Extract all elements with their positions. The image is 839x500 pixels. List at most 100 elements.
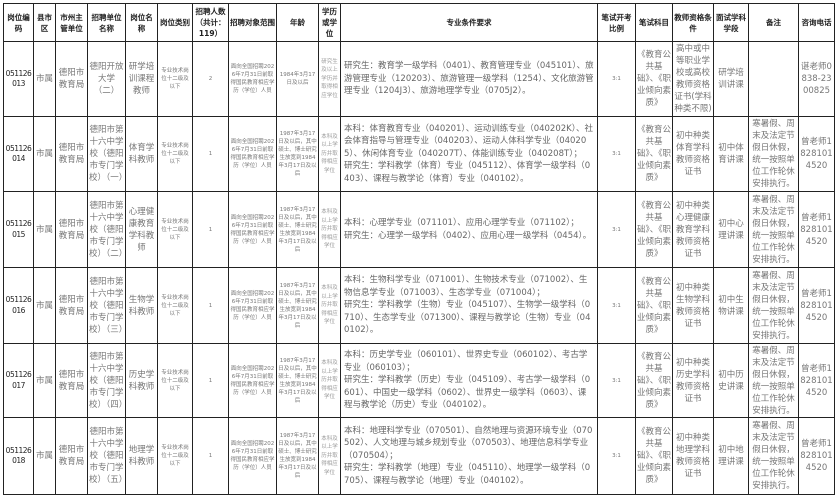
cell-post-code: 051126018 bbox=[3, 417, 34, 495]
cell-post-code: 051126017 bbox=[3, 343, 34, 418]
cell-age: 1984年3月17日及以后 bbox=[276, 41, 319, 117]
cell-post-code: 051126014 bbox=[3, 116, 34, 192]
cell-exam-subjects: 《教育公共基础》、《职业倾向素质》 bbox=[635, 191, 673, 268]
cell-major-requirements: 本科：体育教育专业（040201）、运动训练专业（040202K）、社会体育指导… bbox=[340, 116, 598, 192]
cell-post-name: 心理健康教育学科教师 bbox=[125, 191, 158, 268]
cell-major-requirements: 本科：生物科学专业（071001）、生物技术专业（071002）、生物信息学专业… bbox=[340, 267, 598, 344]
cell-county: 市属 bbox=[33, 343, 56, 418]
cell-notes: 寒暑假、周末及法定节假日休假，统一按照单位工作轮休安排执行。 bbox=[748, 191, 799, 268]
cell-unit-name: 德阳市第十六中学校（德阳市专门学校）（一） bbox=[87, 116, 126, 192]
cell-exam-subjects: 《教育公共基础》、《职业倾向素质》 bbox=[635, 417, 673, 495]
cell-post-name: 生物学科教师 bbox=[125, 267, 158, 344]
cell-exam-subjects: 《教育公共基础》、《职业倾向素质》 bbox=[635, 267, 673, 344]
cell-phone: 曾老师18281014520 bbox=[798, 191, 835, 268]
cell-notes: 寒暑假、周末及法定节假日休假，统一按照单位工作轮休安排执行。 bbox=[748, 417, 799, 495]
table-row: 051126015 市属 德阳市教育局 德阳市第十六中学校（德阳市专门学校）（二） 心理… bbox=[3, 191, 835, 268]
cell-phone: 谌老师0838-2300825 bbox=[798, 41, 835, 117]
cell-recruit-scope: 面向全国招聘2026年7月31日前取得国民教育相应学历（学位）人员 bbox=[228, 267, 277, 344]
header-recruit-scope: 招聘对象范围 bbox=[228, 3, 277, 42]
cell-recruit-scope: 面向全国招聘2026年7月31日前取得国民教育相应学历（学位）人员 bbox=[228, 191, 277, 268]
header-age: 年龄 bbox=[276, 3, 319, 42]
cell-teacher-cert: 高中或中等职业学校或高校教师资格证书(学科种类不限) bbox=[672, 41, 714, 117]
cell-post-code: 051126015 bbox=[3, 191, 34, 268]
cell-exam-ratio: 3:1 bbox=[597, 116, 636, 192]
cell-interview-subject: 初中历史讲课 bbox=[713, 343, 749, 418]
header-phone: 咨询电话 bbox=[798, 3, 835, 42]
table-row: 051126018 市属 德阳市教育局 德阳市第十六中学校（德阳市专门学校）（五） 地理… bbox=[3, 417, 835, 495]
cell-unit-name: 德阳市第十六中学校（德阳市专门学校）（五） bbox=[87, 417, 126, 495]
cell-department: 德阳市教育局 bbox=[55, 417, 88, 495]
cell-major-requirements: 本科：历史学专业（060101）、世界史专业（060102）、考古学专业（060… bbox=[340, 343, 598, 418]
cell-post-name: 体育学科教师 bbox=[125, 116, 158, 192]
header-education: 学历或学位 bbox=[318, 3, 341, 42]
header-post-name: 岗位名称 bbox=[125, 3, 158, 42]
header-post-category: 岗位类别 bbox=[157, 3, 193, 42]
cell-teacher-cert: 初中种类心理健康教育学科教师资格证书 bbox=[672, 191, 714, 268]
header-headcount: 招聘人数（共计：119） bbox=[192, 3, 229, 42]
cell-exam-ratio: 3:1 bbox=[597, 417, 636, 495]
cell-post-category: 专业技术岗位十二级及以下 bbox=[157, 267, 193, 344]
cell-notes bbox=[748, 41, 799, 117]
cell-exam-subjects: 《教育公共基础》、《职业倾向素质》 bbox=[635, 41, 673, 117]
recruitment-table: 岗位编码 县市区 市州主管单位 招聘单位名称 岗位名称 岗位类别 招聘人数（共计：119）招… bbox=[3, 3, 835, 495]
cell-phone: 曾老师18281014520 bbox=[798, 343, 835, 418]
cell-teacher-cert: 初中种类生物学科教师资格证书 bbox=[672, 267, 714, 344]
cell-recruit-scope: 面向全国招聘2026年7月31日前取得国民教育相应学历（学位）人员 bbox=[228, 116, 277, 192]
cell-major-requirements: 本科：心理学专业（071101）、应用心理学专业（071102）； 研究生：心理… bbox=[340, 191, 598, 268]
cell-post-category: 专业技术岗位十二级及以下 bbox=[157, 41, 193, 117]
header-row: 岗位编码 县市区 市州主管单位 招聘单位名称 岗位名称 岗位类别 招聘人数（共计：119）招… bbox=[3, 3, 835, 42]
cell-post-category: 专业技术岗位十二级及以下 bbox=[157, 191, 193, 268]
cell-post-name: 研学培训课程教师 bbox=[125, 41, 158, 117]
cell-post-category: 专业技术岗位十二级及以下 bbox=[157, 116, 193, 192]
cell-post-code: 051126013 bbox=[3, 41, 34, 117]
cell-education: 本科及以上学历并取得相应学位 bbox=[318, 267, 341, 344]
cell-department: 德阳市教育局 bbox=[55, 116, 88, 192]
cell-headcount: 1 bbox=[192, 343, 229, 418]
cell-county: 市属 bbox=[33, 116, 56, 192]
cell-unit-name: 德阳市第十六中学校（德阳市专门学校）（三） bbox=[87, 267, 126, 344]
cell-headcount: 1 bbox=[192, 191, 229, 268]
cell-exam-ratio: 3:1 bbox=[597, 267, 636, 344]
header-county: 县市区 bbox=[33, 3, 56, 42]
cell-recruit-scope: 面向全国招聘2026年7月31日前取得国民教育相应学历（学位）人员 bbox=[228, 417, 277, 495]
cell-post-name: 地理学科教师 bbox=[125, 417, 158, 495]
cell-county: 市属 bbox=[33, 417, 56, 495]
header-notes: 备注 bbox=[748, 3, 799, 42]
cell-education: 本科及以上学历并取得相应学位 bbox=[318, 343, 341, 418]
cell-phone: 曾老师18281014520 bbox=[798, 417, 835, 495]
cell-department: 德阳市教育局 bbox=[55, 191, 88, 268]
cell-recruit-scope: 面向全国招聘2026年7月31日前取得国民教育相应学历（学位）人员 bbox=[228, 343, 277, 418]
cell-unit-name: 德阳市第十六中学校（德阳市专门学校）（四） bbox=[87, 343, 126, 418]
cell-exam-ratio: 3:1 bbox=[597, 41, 636, 117]
cell-unit-name: 德阳开放大学（二） bbox=[87, 41, 126, 117]
cell-department: 德阳市教育局 bbox=[55, 343, 88, 418]
cell-age: 1987年3月17日及以后，其中硕士、博士研究生放宽到1984年3月17日及以后 bbox=[276, 116, 319, 192]
table-row: 051126014 市属 德阳市教育局 德阳市第十六中学校（德阳市专门学校）（一） 体育… bbox=[3, 116, 835, 192]
cell-age: 1987年3月17日及以后，其中硕士、博士研究生放宽到1984年3月17日及以后 bbox=[276, 191, 319, 268]
cell-interview-subject: 初中地理讲课 bbox=[713, 417, 749, 495]
cell-exam-ratio: 3:1 bbox=[597, 343, 636, 418]
cell-department: 德阳市教育局 bbox=[55, 41, 88, 117]
cell-county: 市属 bbox=[33, 191, 56, 268]
cell-teacher-cert: 初中种类地理学科教师资格证书 bbox=[672, 417, 714, 495]
cell-exam-subjects: 《教育公共基础》、《职业倾向素质》 bbox=[635, 343, 673, 418]
cell-exam-subjects: 《教育公共基础》、《职业倾向素质》 bbox=[635, 116, 673, 192]
cell-headcount: 1 bbox=[192, 267, 229, 344]
header-department: 市州主管单位 bbox=[55, 3, 88, 42]
cell-interview-subject: 初中体育讲课 bbox=[713, 116, 749, 192]
cell-phone: 曾老师18281014520 bbox=[798, 116, 835, 192]
cell-county: 市属 bbox=[33, 267, 56, 344]
cell-department: 德阳市教育局 bbox=[55, 267, 88, 344]
cell-headcount: 1 bbox=[192, 116, 229, 192]
cell-education: 本科及以上学历并取得相应学位 bbox=[318, 116, 341, 192]
cell-interview-subject: 初中心理讲课 bbox=[713, 191, 749, 268]
cell-post-code: 051126016 bbox=[3, 267, 34, 344]
cell-teacher-cert: 初中种类体育学科教师资格证书 bbox=[672, 116, 714, 192]
cell-age: 1987年3月17日及以后，其中硕士、博士研究生放宽到1984年3月17日及以后 bbox=[276, 417, 319, 495]
cell-post-name: 历史学科教师 bbox=[125, 343, 158, 418]
table-row: 051126016 市属 德阳市教育局 德阳市第十六中学校（德阳市专门学校）（三） 生物… bbox=[3, 267, 835, 344]
cell-exam-ratio: 3:1 bbox=[597, 191, 636, 268]
cell-notes: 寒暑假、周末及法定节假日休假，统一按照单位工作轮休安排执行。 bbox=[748, 343, 799, 418]
header-teacher-cert: 教师资格条件 bbox=[672, 3, 714, 42]
header-interview-subject: 面试学科学段 bbox=[713, 3, 749, 42]
